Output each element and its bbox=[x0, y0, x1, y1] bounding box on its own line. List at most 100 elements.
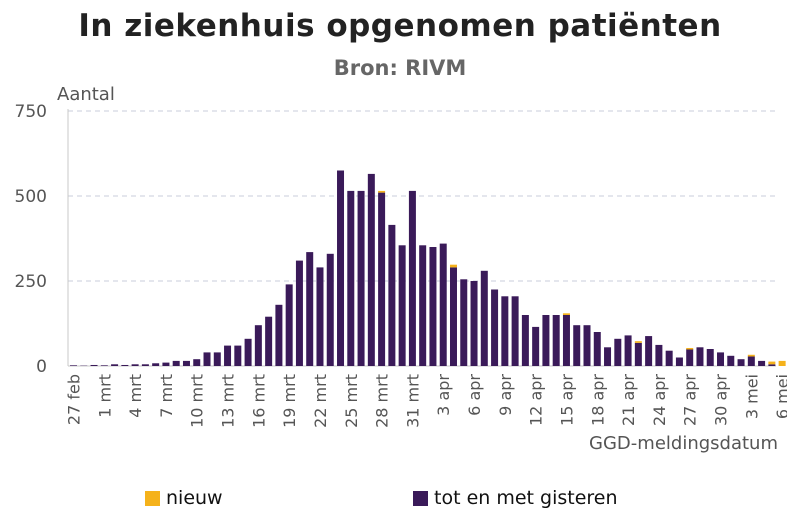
bar-gisteren bbox=[234, 345, 242, 366]
bar-nieuw bbox=[778, 360, 786, 366]
bar-gisteren bbox=[491, 289, 499, 366]
x-tick-label: 12 apr bbox=[527, 374, 546, 426]
bar-gisteren bbox=[583, 325, 591, 366]
bar-gisteren bbox=[306, 252, 314, 366]
bar-gisteren bbox=[511, 296, 519, 366]
bar-gisteren bbox=[675, 357, 683, 366]
x-tick-label: 9 apr bbox=[496, 374, 515, 416]
bar-gisteren bbox=[337, 170, 345, 366]
bar-gisteren bbox=[254, 325, 262, 366]
x-tick-label: 15 apr bbox=[557, 374, 576, 426]
legend-swatch-gisteren bbox=[413, 490, 428, 506]
bar-gisteren bbox=[429, 247, 437, 366]
x-tick-label: 16 mrt bbox=[249, 374, 268, 428]
bar-gisteren bbox=[378, 192, 386, 366]
bar-gisteren bbox=[367, 173, 375, 366]
bar-nieuw bbox=[747, 354, 755, 357]
legend-label-nieuw: nieuw bbox=[166, 487, 223, 509]
bars bbox=[70, 170, 786, 366]
chart-title: In ziekenhuis opgenomen patiënten bbox=[78, 8, 722, 44]
y-axis-ticks: 0 250 500 750 bbox=[15, 102, 47, 377]
bar-gisteren bbox=[131, 364, 139, 366]
bar-gisteren bbox=[285, 284, 293, 366]
bar-gisteren bbox=[141, 364, 149, 366]
bar-gisteren bbox=[162, 362, 170, 366]
x-tick-label: 1 mrt bbox=[95, 374, 114, 418]
y-tick-label: 0 bbox=[36, 357, 47, 377]
bar-gisteren bbox=[501, 296, 509, 366]
bar-gisteren bbox=[121, 364, 129, 366]
x-tick-label: 7 mrt bbox=[157, 374, 176, 418]
bar-gisteren bbox=[727, 355, 735, 366]
bar-nieuw bbox=[634, 341, 642, 343]
bar-gisteren bbox=[614, 338, 622, 366]
bar-gisteren bbox=[542, 315, 550, 366]
legend-item-nieuw[interactable]: nieuw bbox=[145, 487, 223, 509]
x-tick-label: 24 apr bbox=[650, 374, 669, 426]
bar-gisteren bbox=[460, 279, 468, 366]
bar-nieuw bbox=[686, 347, 694, 350]
bar-gisteren bbox=[634, 342, 642, 366]
y-tick-label: 750 bbox=[15, 102, 47, 122]
bar-gisteren bbox=[100, 365, 108, 366]
y-axis-label: Aantal bbox=[57, 84, 115, 105]
bar-gisteren bbox=[737, 359, 745, 366]
bar-gisteren bbox=[182, 360, 190, 366]
x-tick-label: 3 mei bbox=[742, 374, 761, 419]
legend-swatch-nieuw bbox=[145, 490, 160, 506]
bar-gisteren bbox=[470, 281, 478, 366]
bar-gisteren bbox=[152, 363, 160, 366]
bar-gisteren bbox=[388, 224, 396, 366]
bar-gisteren bbox=[439, 243, 447, 366]
bar-gisteren bbox=[408, 190, 416, 366]
bar-gisteren bbox=[480, 270, 488, 366]
bar-gisteren bbox=[593, 332, 601, 366]
bar-gisteren bbox=[717, 352, 725, 366]
x-tick-label: 18 apr bbox=[588, 374, 607, 426]
bar-gisteren bbox=[706, 349, 714, 366]
bar-gisteren bbox=[357, 190, 365, 366]
x-tick-label: 10 mrt bbox=[188, 374, 207, 428]
x-tick-label: 3 apr bbox=[434, 374, 453, 416]
bar-gisteren bbox=[552, 315, 560, 366]
x-axis-ticks: 27 feb 1 mrt 4 mrt 7 mrt 10 mrt 13 mrt 16 mrt 1… bbox=[65, 374, 787, 428]
bar-gisteren bbox=[265, 316, 273, 366]
bar-gisteren bbox=[347, 190, 355, 366]
bar-gisteren bbox=[172, 360, 180, 366]
bar-gisteren bbox=[562, 315, 570, 366]
y-tick-label: 500 bbox=[15, 187, 47, 207]
x-tick-label: 25 mrt bbox=[342, 374, 361, 428]
bar-nieuw bbox=[768, 361, 776, 365]
bar-gisteren bbox=[275, 304, 283, 366]
bar-gisteren bbox=[521, 315, 529, 366]
bar-gisteren bbox=[90, 364, 98, 366]
bar-gisteren bbox=[224, 345, 232, 366]
bar-gisteren bbox=[604, 347, 612, 366]
bar-gisteren bbox=[686, 349, 694, 366]
x-tick-label: 27 feb bbox=[65, 374, 84, 425]
bar-gisteren bbox=[316, 267, 324, 366]
x-tick-label: 27 apr bbox=[681, 374, 700, 426]
bar-gisteren bbox=[244, 338, 252, 366]
bar-gisteren bbox=[419, 245, 427, 366]
x-tick-label: 19 mrt bbox=[280, 374, 299, 428]
legend-label-gisteren: tot en met gisteren bbox=[434, 487, 618, 509]
x-axis-label: GGD-meldingsdatum bbox=[589, 433, 778, 454]
legend-item-gisteren[interactable]: tot en met gisteren bbox=[413, 487, 618, 509]
bar-gisteren bbox=[655, 344, 663, 366]
bar-gisteren bbox=[295, 260, 303, 366]
bar-gisteren bbox=[193, 359, 201, 366]
bar-gisteren bbox=[213, 352, 221, 366]
x-tick-label: 13 mrt bbox=[219, 374, 238, 428]
x-tick-label: 6 mei bbox=[773, 374, 787, 419]
chart-subtitle: Bron: RIVM bbox=[333, 56, 467, 80]
bar-nieuw bbox=[449, 264, 457, 268]
bar-nieuw bbox=[562, 313, 570, 315]
bar-gisteren bbox=[449, 267, 457, 366]
x-tick-label: 30 apr bbox=[712, 374, 731, 426]
bar-gisteren bbox=[203, 352, 211, 366]
x-tick-label: 28 mrt bbox=[373, 374, 392, 428]
bar-gisteren bbox=[768, 364, 776, 366]
bar-nieuw bbox=[378, 190, 386, 193]
bar-gisteren bbox=[326, 253, 334, 366]
